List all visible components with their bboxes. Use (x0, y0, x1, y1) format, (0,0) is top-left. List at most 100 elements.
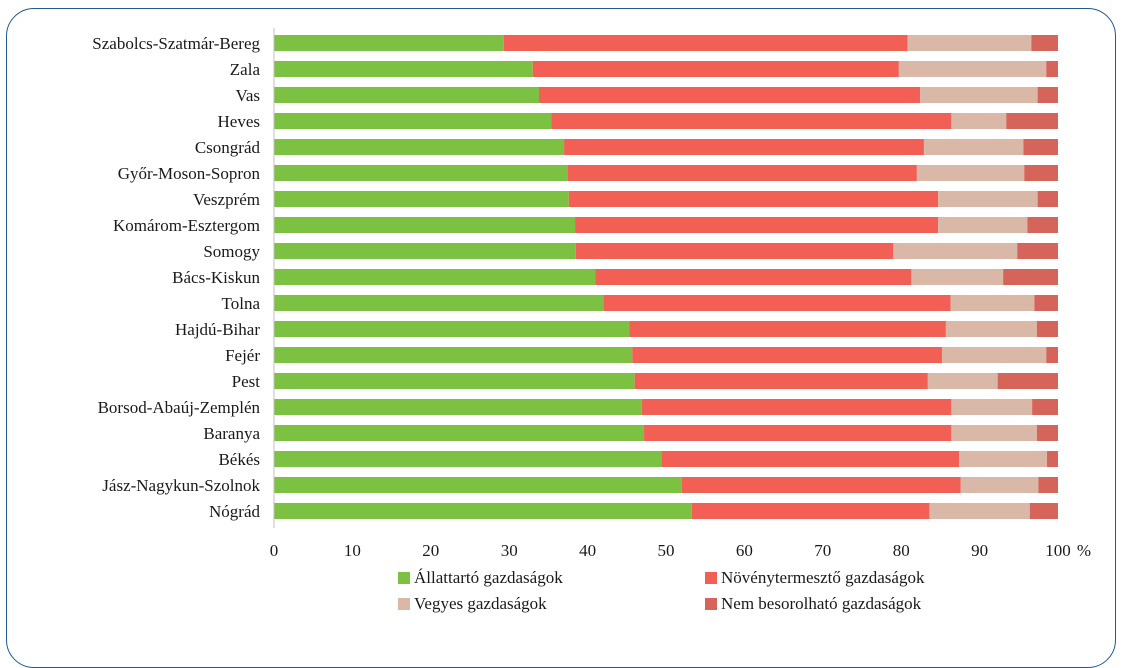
x-tick-label: 60 (736, 541, 753, 560)
legend-label: Állattartó gazdaságok (414, 568, 563, 587)
category-label: Borsod-Abaúj-Zemplén (98, 398, 261, 417)
bar-segment (274, 295, 604, 311)
bar-segment (274, 425, 645, 441)
legend-swatch (705, 598, 717, 610)
bar-segment (951, 399, 1033, 415)
legend-label: Vegyes gazdaságok (414, 594, 547, 613)
bar-segment (1023, 139, 1058, 155)
bar-segment (274, 217, 576, 233)
x-tick-label: 50 (658, 541, 675, 560)
x-tick-label: 10 (344, 541, 361, 560)
bar-segment (938, 191, 1038, 207)
category-label: Fejér (225, 346, 260, 365)
bar-segment (274, 373, 635, 389)
category-label: Bács-Kiskun (172, 268, 260, 287)
bar-segment (644, 425, 952, 441)
bar-segment (691, 503, 930, 519)
bar-segment (274, 165, 568, 181)
bar-segment (503, 35, 908, 51)
legend-label: Nem besorolható gazdaságok (721, 594, 922, 613)
bar-segment (274, 191, 569, 207)
bar-segment (1032, 399, 1058, 415)
bar-segment (1017, 243, 1058, 259)
bar-segment (898, 61, 1047, 77)
bar-segment (1046, 61, 1058, 77)
bar-segment (274, 451, 662, 467)
bar-segment (960, 477, 1039, 493)
category-label: Jász-Nagykun-Szolnok (102, 476, 260, 495)
bar-segment (274, 243, 576, 259)
bar-segment (1029, 503, 1058, 519)
legend-label: Növénytermesztő gazdaságok (721, 568, 925, 587)
x-tick-label: 80 (893, 541, 910, 560)
bar-segment (1006, 113, 1058, 129)
category-label: Veszprém (193, 190, 260, 209)
bar-segment (681, 477, 961, 493)
bar-segment (532, 61, 899, 77)
legend-swatch (398, 598, 410, 610)
category-label: Zala (230, 60, 261, 79)
category-label: Nógrád (209, 502, 260, 521)
bar-segment (274, 139, 565, 155)
bar-segment (951, 113, 1007, 129)
category-label: Győr-Moson-Sopron (118, 164, 261, 183)
x-tick-label: 100 (1045, 541, 1071, 560)
category-label: Komárom-Esztergom (113, 216, 260, 235)
bar-segment (568, 191, 939, 207)
bar-segment (893, 243, 1018, 259)
x-tick-label: 70 (814, 541, 831, 560)
x-tick-label: 30 (501, 541, 518, 560)
bar-segment (1036, 321, 1058, 337)
bar-segment (927, 373, 998, 389)
bar-segment (997, 373, 1058, 389)
bar-segment (274, 269, 596, 285)
bar-segment (274, 321, 630, 337)
bar-segment (951, 425, 1037, 441)
bar-segment (274, 61, 533, 77)
bar-segment (1027, 217, 1058, 233)
bar-segment (564, 139, 924, 155)
category-label: Tolna (222, 294, 261, 313)
bar-segment (941, 347, 1047, 363)
bar-segment (629, 321, 946, 337)
bar-segment (538, 87, 921, 103)
x-tick-label: 20 (422, 541, 439, 560)
bar-segment (1037, 87, 1058, 103)
bar-segment (274, 113, 552, 129)
bar-segment (641, 399, 952, 415)
bar-segment (929, 503, 1030, 519)
bar-segment (959, 451, 1048, 467)
bar-segment (920, 87, 1038, 103)
stacked-bar-chart: Szabolcs-Szatmár-Bereg Zala Vas Heves Csongr… (92, 28, 1091, 613)
x-unit-label: % (1077, 541, 1091, 560)
bar-segment (632, 347, 942, 363)
bar-segment (1036, 425, 1058, 441)
x-tick-label: 40 (579, 541, 596, 560)
category-label: Baranya (203, 424, 260, 443)
bar-segment (1034, 295, 1058, 311)
legend-swatch (705, 572, 717, 584)
bar-segment (634, 373, 928, 389)
category-label: Szabolcs-Szatmár-Bereg (92, 34, 260, 53)
bar-segment (907, 35, 1032, 51)
bars-group (274, 35, 1058, 519)
category-label: Vas (235, 86, 260, 105)
legend: Állattartó gazdaságok Növénytermesztő gaz… (398, 568, 925, 613)
bar-segment (938, 217, 1028, 233)
bar-segment (274, 399, 642, 415)
category-label: Csongrád (195, 138, 261, 157)
category-label: Békés (218, 450, 260, 469)
category-label: Heves (218, 112, 260, 131)
bar-segment (1038, 477, 1058, 493)
bar-segment (1047, 451, 1058, 467)
bar-segment (950, 295, 1035, 311)
category-label: Hajdú-Bihar (175, 320, 260, 339)
bar-segment (551, 113, 952, 129)
category-label: Somogy (203, 242, 260, 261)
legend-swatch (398, 572, 410, 584)
bar-segment (595, 269, 912, 285)
bar-segment (916, 165, 1025, 181)
bar-segment (911, 269, 1004, 285)
bar-segment (661, 451, 960, 467)
x-axis: 0 10 20 30 40 50 60 70 80 90 100% (270, 28, 1091, 560)
